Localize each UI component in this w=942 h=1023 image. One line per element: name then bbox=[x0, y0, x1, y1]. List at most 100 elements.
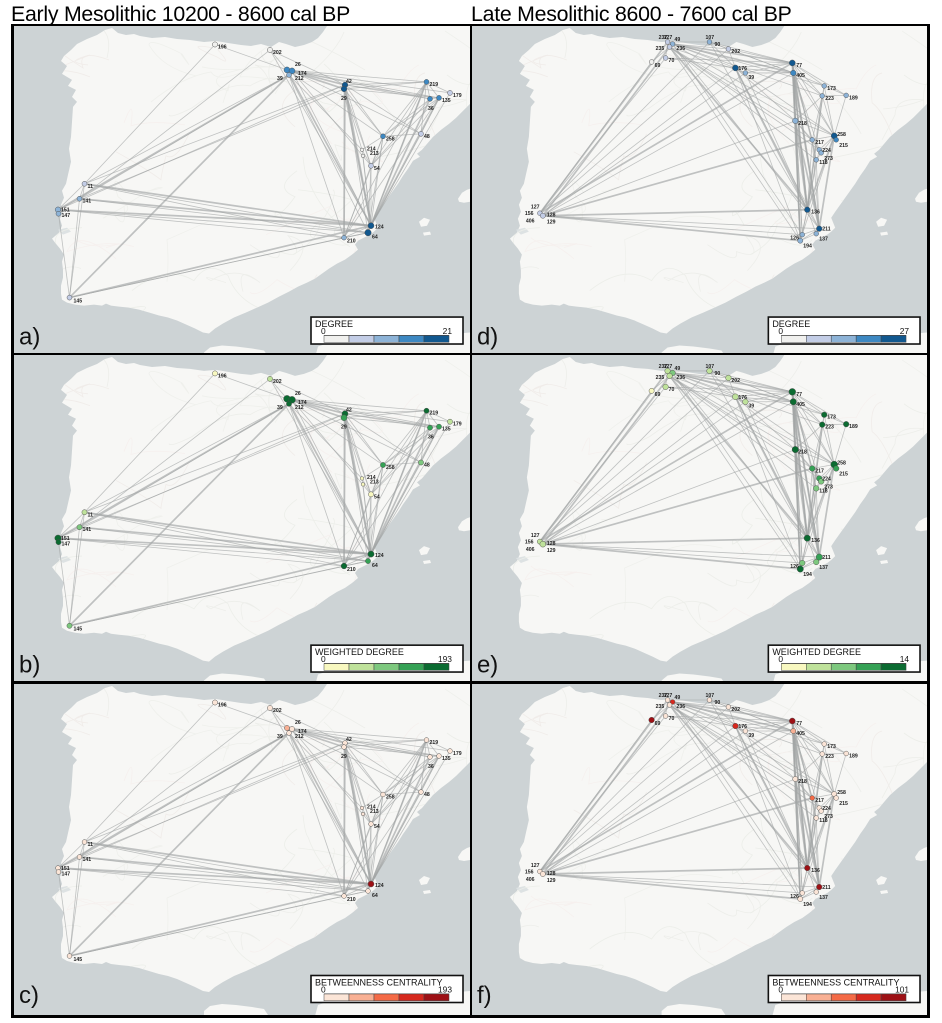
svg-text:156: 156 bbox=[525, 211, 534, 217]
svg-text:26: 26 bbox=[295, 391, 301, 397]
svg-text:141: 141 bbox=[82, 857, 91, 863]
svg-text:211: 211 bbox=[822, 555, 830, 561]
svg-text:29: 29 bbox=[341, 96, 347, 102]
svg-text:210: 210 bbox=[347, 897, 356, 903]
svg-text:236: 236 bbox=[677, 703, 686, 709]
svg-text:211: 211 bbox=[822, 227, 830, 233]
svg-text:69: 69 bbox=[655, 392, 661, 398]
svg-text:215: 215 bbox=[839, 143, 848, 149]
svg-text:118: 118 bbox=[819, 817, 827, 823]
svg-text:223: 223 bbox=[825, 753, 834, 759]
svg-text:405: 405 bbox=[796, 730, 805, 736]
svg-text:127: 127 bbox=[531, 862, 540, 868]
svg-text:273: 273 bbox=[824, 813, 833, 819]
svg-text:236: 236 bbox=[677, 46, 686, 52]
svg-text:214: 214 bbox=[367, 475, 376, 481]
svg-text:107: 107 bbox=[705, 692, 714, 698]
svg-text:173: 173 bbox=[827, 86, 836, 92]
svg-text:39: 39 bbox=[748, 404, 754, 410]
svg-text:a): a) bbox=[19, 324, 40, 351]
svg-text:26: 26 bbox=[295, 62, 301, 68]
svg-text:215: 215 bbox=[839, 471, 848, 477]
svg-text:126: 126 bbox=[790, 236, 799, 242]
svg-text:193: 193 bbox=[437, 654, 451, 664]
svg-text:151: 151 bbox=[61, 208, 70, 214]
svg-text:136: 136 bbox=[811, 867, 820, 873]
svg-text:189: 189 bbox=[849, 424, 858, 430]
svg-text:54: 54 bbox=[374, 824, 380, 830]
svg-text:202: 202 bbox=[731, 706, 740, 712]
svg-text:258: 258 bbox=[386, 794, 395, 800]
svg-text:0: 0 bbox=[321, 326, 326, 336]
svg-text:90: 90 bbox=[714, 371, 720, 377]
svg-text:151: 151 bbox=[61, 866, 70, 872]
svg-text:406: 406 bbox=[526, 219, 535, 225]
svg-text:176: 176 bbox=[738, 66, 747, 72]
svg-text:107: 107 bbox=[705, 35, 714, 41]
svg-text:70: 70 bbox=[669, 58, 675, 64]
svg-text:54: 54 bbox=[374, 166, 380, 172]
svg-text:218: 218 bbox=[798, 778, 807, 784]
svg-text:145: 145 bbox=[73, 627, 82, 633]
svg-text:69: 69 bbox=[655, 63, 661, 69]
svg-text:11: 11 bbox=[87, 512, 93, 518]
svg-text:237: 237 bbox=[659, 35, 668, 41]
svg-text:224: 224 bbox=[822, 148, 831, 154]
svg-text:127: 127 bbox=[531, 533, 540, 539]
svg-text:196: 196 bbox=[217, 373, 226, 379]
svg-text:217: 217 bbox=[815, 140, 824, 146]
svg-text:0: 0 bbox=[778, 984, 783, 994]
svg-text:0: 0 bbox=[778, 654, 783, 664]
svg-text:235: 235 bbox=[656, 375, 665, 381]
svg-text:39: 39 bbox=[748, 75, 754, 81]
svg-text:21: 21 bbox=[442, 326, 452, 336]
svg-text:202: 202 bbox=[731, 378, 740, 384]
svg-text:77: 77 bbox=[796, 720, 802, 726]
svg-text:179: 179 bbox=[453, 93, 462, 99]
svg-text:137: 137 bbox=[819, 237, 828, 243]
svg-text:211: 211 bbox=[822, 884, 830, 890]
svg-text:406: 406 bbox=[526, 547, 535, 553]
svg-text:42: 42 bbox=[346, 408, 352, 414]
svg-text:202: 202 bbox=[273, 708, 282, 714]
svg-text:127: 127 bbox=[664, 364, 673, 370]
svg-text:219: 219 bbox=[429, 411, 438, 417]
svg-text:0: 0 bbox=[321, 984, 326, 994]
svg-text:156: 156 bbox=[525, 540, 534, 546]
svg-text:223: 223 bbox=[825, 425, 834, 431]
svg-text:29: 29 bbox=[341, 425, 347, 431]
svg-text:36: 36 bbox=[428, 764, 434, 770]
svg-text:77: 77 bbox=[796, 392, 802, 398]
svg-text:147: 147 bbox=[61, 542, 70, 548]
svg-text:135: 135 bbox=[442, 427, 451, 433]
svg-text:213: 213 bbox=[370, 151, 379, 157]
svg-text:48: 48 bbox=[424, 134, 430, 140]
svg-text:258: 258 bbox=[837, 461, 846, 467]
svg-text:39: 39 bbox=[277, 405, 283, 411]
svg-text:258: 258 bbox=[837, 132, 846, 138]
svg-text:49: 49 bbox=[675, 694, 681, 700]
svg-text:179: 179 bbox=[453, 422, 462, 428]
svg-text:212: 212 bbox=[295, 734, 304, 740]
svg-text:36: 36 bbox=[428, 106, 434, 112]
svg-text:214: 214 bbox=[367, 146, 376, 152]
svg-text:174: 174 bbox=[298, 729, 307, 735]
svg-text:127: 127 bbox=[664, 35, 673, 41]
svg-text:101: 101 bbox=[895, 984, 909, 994]
svg-text:218: 218 bbox=[798, 121, 807, 127]
svg-text:194: 194 bbox=[803, 244, 812, 250]
svg-text:179: 179 bbox=[453, 751, 462, 757]
svg-text:173: 173 bbox=[827, 415, 836, 421]
svg-text:48: 48 bbox=[424, 792, 430, 798]
svg-text:127: 127 bbox=[531, 205, 540, 211]
svg-text:235: 235 bbox=[656, 46, 665, 52]
svg-text:118: 118 bbox=[819, 488, 827, 494]
svg-text:49: 49 bbox=[675, 366, 681, 372]
svg-text:217: 217 bbox=[815, 797, 824, 803]
svg-text:e): e) bbox=[477, 652, 498, 679]
svg-text:147: 147 bbox=[61, 871, 70, 877]
svg-text:210: 210 bbox=[347, 239, 356, 245]
svg-text:202: 202 bbox=[731, 49, 740, 55]
svg-text:126: 126 bbox=[790, 564, 799, 570]
svg-text:124: 124 bbox=[375, 225, 384, 231]
